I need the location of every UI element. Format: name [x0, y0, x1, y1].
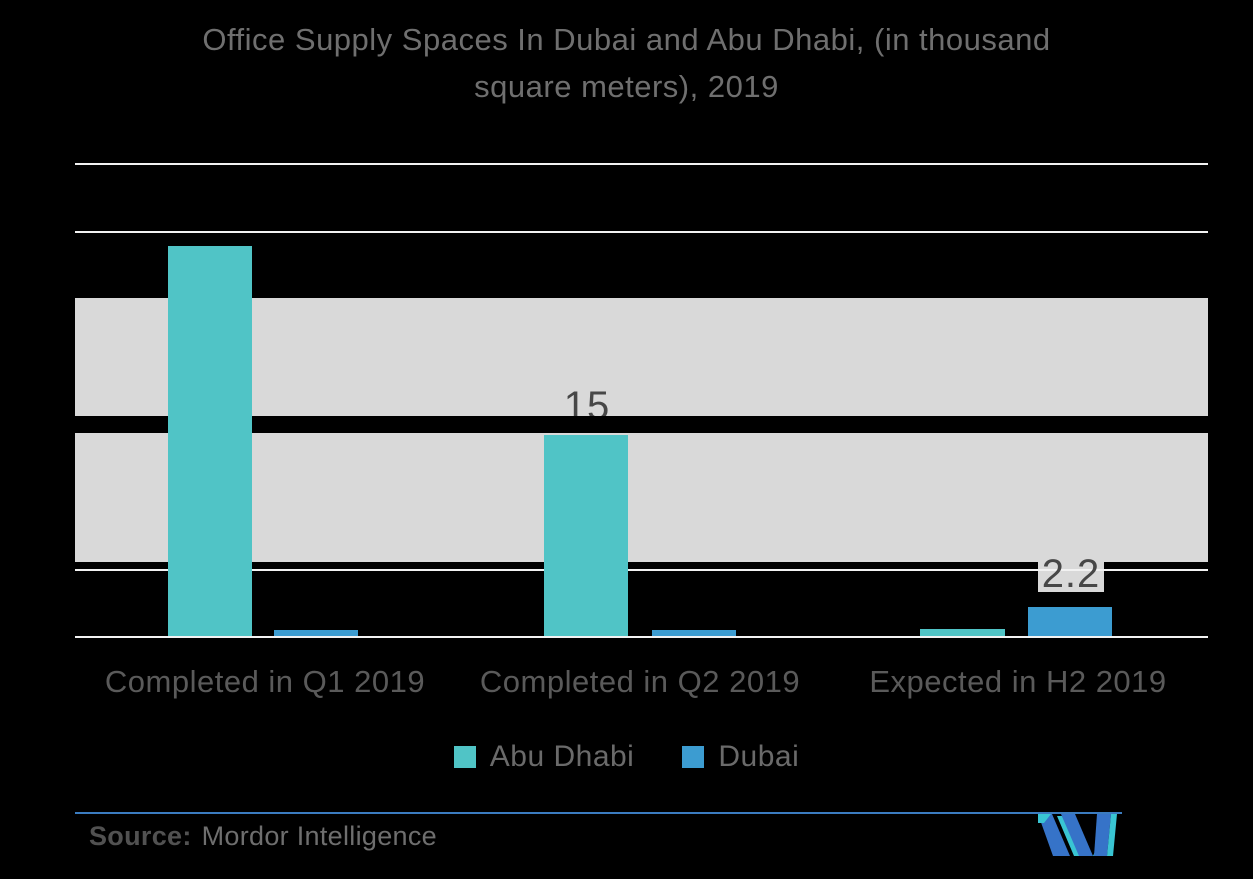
bar-abu-dhabi-q2	[544, 435, 628, 636]
chart-title: Office Supply Spaces In Dubai and Abu Dh…	[0, 16, 1253, 110]
bar-abu-dhabi-h2	[920, 629, 1005, 636]
x-axis-baseline	[75, 636, 1208, 638]
mordor-intelligence-logo-icon	[1038, 814, 1117, 856]
plot-band-lower	[75, 433, 1208, 562]
legend-label-abu-dhabi: Abu Dhabi	[489, 740, 635, 773]
legend-swatch-abu-dhabi-icon	[453, 746, 476, 768]
chart-title-line2: square meters), 2019	[474, 69, 779, 104]
bar-dubai-h2	[1028, 607, 1112, 636]
data-label-h2-dubai: 2.2	[1041, 552, 1101, 596]
legend-item-dubai: Dubai	[682, 740, 799, 774]
source-label: Source:	[89, 821, 192, 851]
chart-title-line1: Office Supply Spaces In Dubai and Abu Dh…	[202, 22, 1051, 57]
legend-label-dubai: Dubai	[718, 740, 800, 773]
data-label-background	[1038, 562, 1104, 592]
legend-item-abu-dhabi: Abu Dhabi	[453, 740, 635, 774]
gridline-35	[75, 163, 1208, 165]
plot-band-upper: 15	[75, 298, 1208, 416]
footer-separator-line	[75, 812, 1122, 814]
gridline-5	[75, 569, 1208, 571]
data-label-q2-abu-dhabi: 15	[563, 384, 611, 416]
x-label-h2: Expected in H2 2019	[869, 664, 1167, 699]
legend-swatch-dubai-icon	[682, 746, 705, 768]
source-value: Mordor Intelligence	[201, 821, 437, 851]
bar-abu-dhabi-q1	[168, 246, 252, 636]
x-label-q2: Completed in Q2 2019	[479, 664, 801, 699]
source-attribution: Source: Mordor Intelligence	[89, 821, 437, 852]
bar-dubai-q1	[274, 630, 358, 636]
legend: Abu Dhabi Dubai	[0, 740, 1253, 774]
gridline-30	[75, 231, 1208, 233]
x-label-q1: Completed in Q1 2019	[104, 664, 426, 699]
bar-dubai-q2	[652, 630, 736, 636]
